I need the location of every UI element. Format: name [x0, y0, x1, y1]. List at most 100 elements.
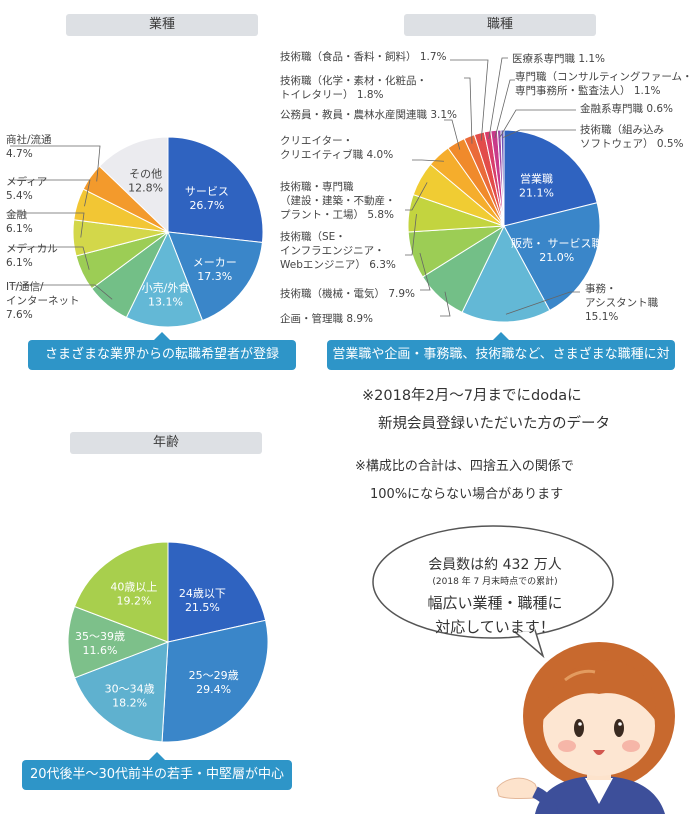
occupation-leader-13 [499, 109, 576, 138]
occupation-pct-販売-サービス職: 21.0% [539, 251, 574, 264]
occupation-leader-7 [412, 159, 444, 162]
age-slice-3 [67, 605, 170, 679]
occupation-label-技術職-専門職-建設-建築-不動産-プラント-工場-line-2: プラント・工場） 5.8% [280, 208, 394, 221]
industry-leader-4 [10, 246, 90, 270]
industry-leader-3 [10, 284, 113, 300]
age-label-24歳以下: 24歳以下 [179, 587, 226, 600]
banner-arrow [149, 752, 165, 760]
occupation-label-クリエイター-クリエイティブ職-line-0: クリエイター・ [280, 135, 353, 147]
age-slice-1 [161, 619, 269, 743]
occupation-label-事務-アシスタント職-line-0: 事務・ [585, 282, 617, 295]
occupation-label-金融系専門職-line-0: 金融系専門職 0.6% [580, 102, 673, 115]
age-caption-banner: 20代後半～30代前半の若手・中堅層が中心 [22, 752, 292, 790]
age-slice-2 [73, 641, 169, 743]
member-count: 会員数は約 432 万人 [428, 557, 562, 573]
banner-arrow [493, 332, 509, 340]
age-chart-title: 年齢 [70, 432, 262, 454]
occupation-leader-8 [444, 119, 461, 150]
industry-pct-小売-外食: 13.1% [148, 296, 183, 309]
occupation-label-技術職-組み込み-ソフトウェア-line-0: 技術職（組み込み [580, 123, 664, 136]
data-period-note: ※2018年2月～7月までにdodaに [362, 388, 582, 404]
occupation-label-技術職-機械-電気-line-0: 技術職（機械・電気） 7.9% [280, 287, 415, 300]
industry-label-IT-通信-インターネット-line-1: インターネット [6, 295, 80, 307]
industry-pct-サービス: 26.7% [189, 199, 224, 212]
occupation-label-技術職-SE-インフラエンジニア-Webエンジニア-line-2: Webエンジニア） 6.3% [280, 259, 396, 271]
industry-label-メーカー: メーカー [193, 256, 237, 269]
industry-caption: さまざまな業界からの転職希望者が登録 [44, 347, 279, 362]
occupation-leader-3 [440, 291, 451, 317]
industry-pct-その他: 12.8% [128, 182, 163, 195]
industry-slice-8 [98, 136, 169, 234]
occupation-leader-4 [419, 252, 431, 291]
rounding-note-2: 100%にならない場合があります [370, 487, 564, 502]
industry-caption-banner: さまざまな業界からの転職希望者が登録 [28, 332, 296, 370]
occupation-chart-title: 職種 [404, 14, 596, 36]
occupation-leader-5 [405, 214, 417, 256]
occupation-label-医療系専門職-line-0: 医療系専門職 1.1% [512, 52, 605, 65]
occupation-label-専門職-コンサルティングファーム-専門事務所-監査法人-line-0: 専門職（コンサルティングファーム・ [515, 70, 693, 83]
occupation-slice-2 [461, 224, 551, 323]
age-pct-24歳以下: 21.5% [185, 601, 220, 614]
occupation-label-事務-アシスタント職-line-1: アシスタント職 [585, 297, 659, 309]
age-pct-30～34歳: 18.2% [112, 696, 147, 709]
industry-label-メディカル-line-0: メディカル [6, 242, 58, 255]
industry-pct-IT-通信-インターネット: 7.6% [6, 309, 33, 321]
occupation-slice-1 [503, 202, 601, 312]
age-pct-25～29歳: 29.4% [196, 683, 231, 696]
occupation-label-技術職-化学-素材-化粧品-トイレタリー-line-0: 技術職（化学・素材・化粧品・ [280, 74, 427, 87]
industry-pct-金融: 6.1% [6, 223, 33, 235]
occupation-pct-事務-アシスタント職: 15.1% [585, 311, 618, 323]
industry-label-その他: その他 [129, 168, 162, 181]
age-caption: 20代後半～30代前半の若手・中堅層が中心 [29, 767, 285, 782]
occupation-leader-11 [488, 57, 508, 140]
industry-leader-6 [10, 179, 91, 207]
occupation-label-企画-管理職-line-0: 企画・管理職 8.9% [280, 312, 373, 325]
occupation-leader-2 [505, 291, 580, 315]
age-slice-0 [167, 541, 267, 643]
industry-pct-メディア: 5.4% [6, 190, 33, 202]
occupation-label-営業職: 営業職 [520, 171, 553, 185]
bubble-line-2: 対応しています！ [435, 618, 555, 636]
occupation-label-技術職-食品-香料-飼料-line-0: 技術職（食品・香料・飼料） 1.7% [280, 50, 447, 63]
occupation-caption-banner: 営業職や企画・事務職、技術職など、さまざまな職種に対応 [327, 332, 675, 392]
occupation-leader-6 [405, 182, 428, 211]
occupation-label-専門職-コンサルティングファーム-専門事務所-監査法人-line-1: 専門事務所・監査法人） 1.1% [515, 84, 661, 97]
industry-chart-title: 業種 [66, 14, 258, 36]
age-label-40歳以上: 40歳以上 [110, 581, 157, 594]
occupation-leader-10 [450, 59, 489, 141]
age-pct-35～39歳: 11.6% [83, 644, 118, 657]
industry-label-商社-流通-line-0: 商社/流通 [6, 133, 52, 146]
member-count-date: (2018 年 7 月末時点での累計) [432, 577, 558, 587]
industry-label-IT-通信-インターネット-line-0: IT/通信/ [6, 281, 44, 293]
industry-leader-7 [10, 145, 101, 182]
industry-slice-1 [167, 231, 263, 322]
industry-slice-2 [125, 230, 204, 328]
occupation-leader-9 [464, 77, 473, 144]
age-slice-4 [73, 541, 169, 643]
age-label-35～39歳: 35～39歳 [75, 630, 125, 643]
age-pct-40歳以上: 19.2% [116, 595, 151, 608]
industry-pct-メディカル: 6.1% [6, 257, 33, 269]
woman-character-illustration [496, 642, 675, 814]
occupation-pct-営業職: 21.1% [519, 186, 554, 199]
occupation-label-クリエイター-クリエイティブ職-line-1: クリエイティブ職 4.0% [280, 148, 393, 161]
occupation-label-技術職-専門職-建設-建築-不動産-プラント-工場-line-0: 技術職・専門職 [280, 180, 354, 193]
occupation-label-技術職-組み込み-ソフトウェア-line-1: ソフトウェア） 0.5% [580, 138, 684, 150]
data-period-note-2: 新規会員登録いただいた方のデータ [378, 416, 610, 432]
industry-leader-5 [10, 212, 85, 238]
industry-pct-メーカー: 17.3% [197, 270, 232, 283]
occupation-caption: 営業職や企画・事務職、技術職など、さまざまな職種に対応 [332, 347, 670, 392]
age-label-25～29歳: 25～29歳 [189, 669, 239, 682]
bubble-line-1: 幅広い業種・職種に [427, 594, 563, 612]
occupation-label-公務員-教員-農林水産関連職-line-0: 公務員・教員・農林水産関連職 3.1% [280, 108, 457, 121]
industry-label-小売-外食: 小売/外食 [142, 281, 190, 295]
age-label-30～34歳: 30～34歳 [105, 682, 155, 695]
occupation-leader-14 [502, 129, 576, 139]
occupation-label-技術職-専門職-建設-建築-不動産-プラント-工場-line-1: （建設・建築・不動産・ [280, 194, 396, 207]
occupation-label-技術職-化学-素材-化粧品-トイレタリー-line-1: トイレタリー） 1.8% [280, 89, 384, 101]
occupation-label-販売-サービス職: 販売・ サービス職 [511, 237, 603, 250]
occupation-leader-12 [494, 79, 515, 139]
